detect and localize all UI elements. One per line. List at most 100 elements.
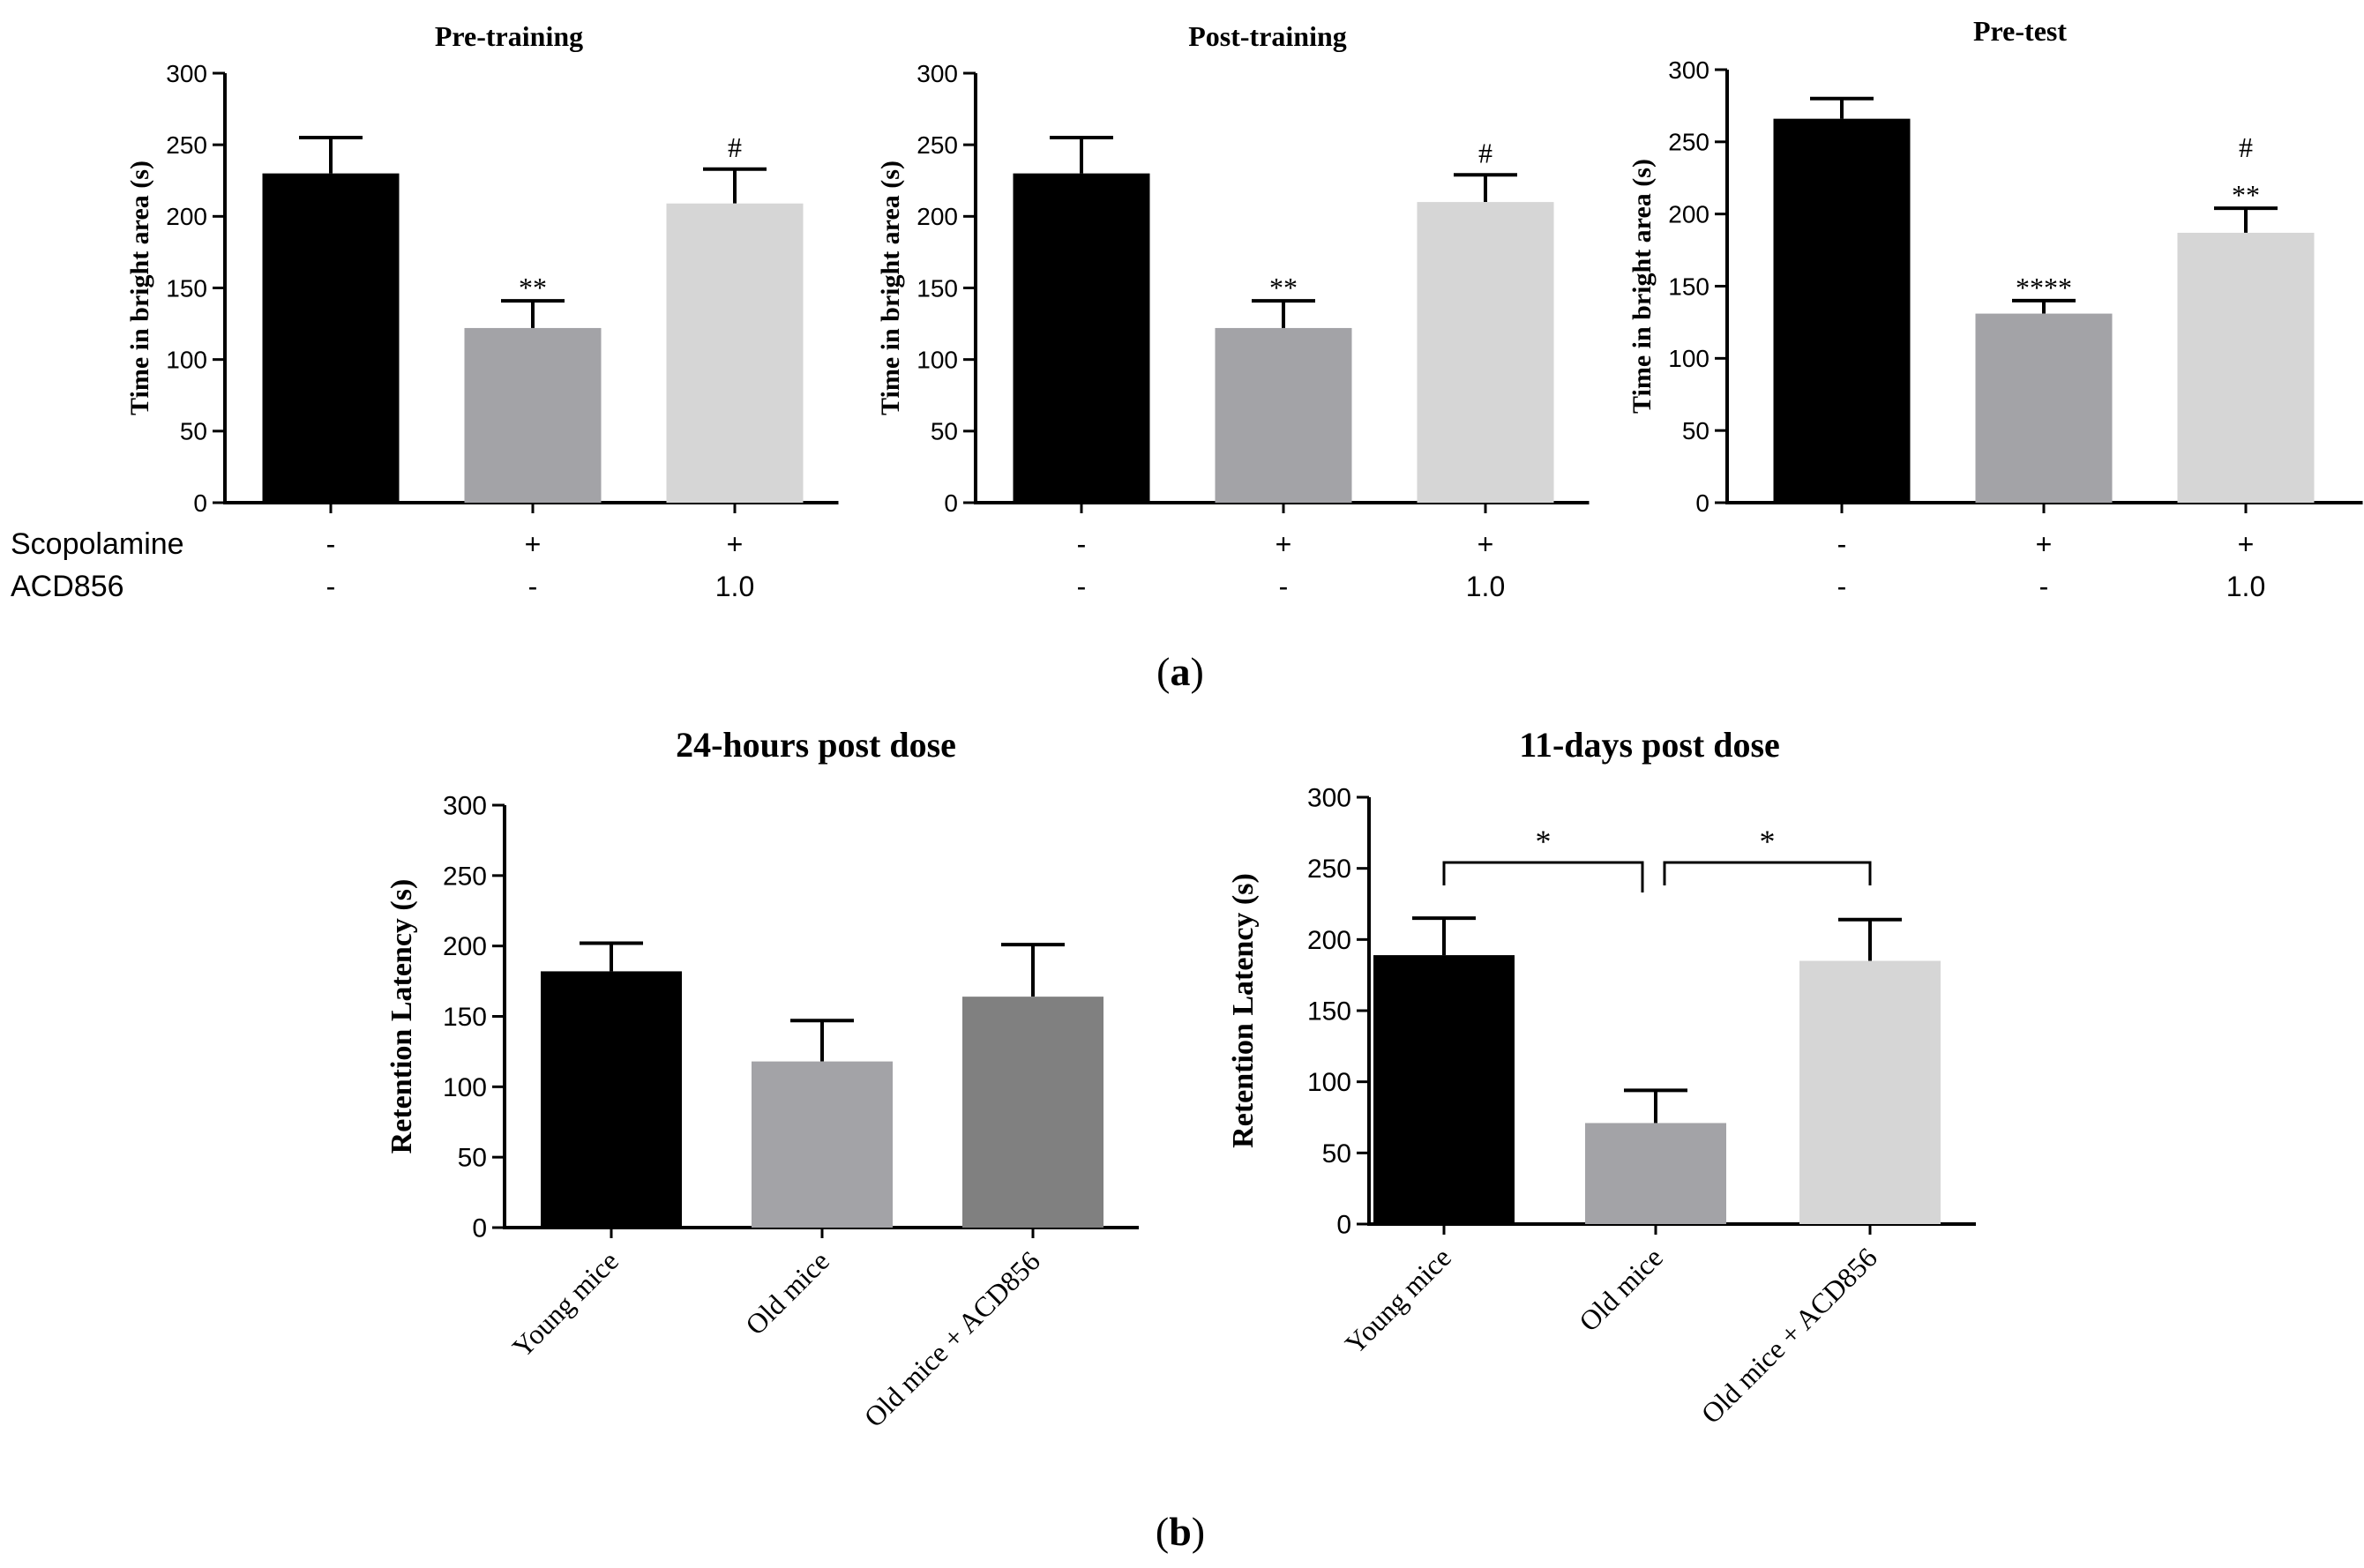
bar [1215, 327, 1352, 503]
y-tick-label: 200 [443, 932, 487, 961]
acd856-value: - [326, 571, 336, 602]
y-axis-label: Time in bright area (s) [876, 161, 905, 415]
bar [2177, 232, 2315, 503]
y-tick-label: 200 [1668, 200, 1709, 228]
significance-annotation: # [1478, 137, 1492, 168]
significance-annotation: # [728, 131, 742, 163]
bar [1417, 202, 1554, 503]
y-tick-label: 200 [166, 203, 207, 230]
x-category-label: Old mice [739, 1244, 835, 1340]
scopolamine-value: + [1276, 528, 1292, 560]
panel-label-a: (a) [1156, 649, 1204, 694]
acd856-value: - [1077, 571, 1087, 602]
y-tick-label: 300 [166, 60, 207, 87]
x-category-label: Young mice [1339, 1241, 1457, 1359]
y-tick-label: 250 [443, 862, 487, 891]
acd856-value: - [1279, 571, 1289, 602]
bar [962, 997, 1103, 1228]
y-tick-label: 100 [1307, 1068, 1351, 1097]
bar [1013, 173, 1150, 503]
y-tick-label: 200 [1307, 926, 1351, 955]
row-label-acd856: ACD856 [11, 570, 124, 603]
y-tick-label: 150 [1307, 997, 1351, 1027]
y-tick-label: 250 [1668, 129, 1709, 156]
chart-title: 24-hours post dose [676, 725, 956, 765]
y-tick-label: 0 [193, 489, 207, 517]
y-tick-label: 100 [1668, 345, 1709, 372]
y-tick-label: 0 [944, 489, 958, 517]
y-tick-label: 50 [180, 418, 207, 445]
y-tick-label: 150 [916, 274, 958, 302]
acd856-value: - [1837, 571, 1847, 602]
chart-title: Pre-test [1973, 15, 2067, 47]
bar [464, 327, 602, 503]
significance-label: * [1760, 824, 1776, 859]
y-axis-label: Time in bright area (s) [125, 161, 154, 415]
significance-annotation: ** [1269, 272, 1298, 303]
bar [262, 173, 400, 503]
scopolamine-value: + [1478, 528, 1494, 560]
bar [752, 1061, 893, 1228]
acd856-value: 1.0 [1466, 571, 1505, 602]
condition-rows: Scopolamine ACD856 - - + - +1.0 - - + - +1.0 - - + - +… [11, 527, 2265, 603]
y-tick-label: 300 [1668, 56, 1709, 84]
acd856-value: - [2039, 571, 2049, 602]
bar [1773, 118, 1911, 503]
row-label-scopolamine: Scopolamine [11, 527, 184, 561]
bar [1585, 1123, 1726, 1224]
y-tick-label: 50 [931, 418, 958, 445]
bar [1373, 955, 1515, 1224]
bar [666, 203, 804, 503]
y-tick-label: 150 [1668, 273, 1709, 300]
scopolamine-value: - [1837, 528, 1847, 560]
scopolamine-value: + [2238, 528, 2255, 560]
chart-title: Post-training [1188, 20, 1347, 52]
x-category-label: Old mice + ACD856 [1694, 1241, 1883, 1430]
y-axis-label: Retention Latency (s) [385, 879, 418, 1154]
significance-label: * [1536, 824, 1552, 859]
y-axis-label: Time in bright area (s) [1627, 159, 1657, 414]
y-tick-label: 300 [443, 792, 487, 821]
y-tick-label: 100 [443, 1073, 487, 1102]
y-tick-label: 50 [1322, 1139, 1351, 1169]
scopolamine-value: + [727, 528, 744, 560]
y-tick-label: 0 [472, 1214, 487, 1243]
y-tick-label: 100 [916, 346, 958, 373]
significance-bracket [1663, 861, 1872, 885]
y-tick-label: 250 [916, 131, 958, 159]
y-tick-label: 250 [1307, 855, 1351, 884]
y-tick-label: 50 [1682, 417, 1709, 444]
y-tick-label: 0 [1695, 489, 1709, 517]
scopolamine-value: - [1077, 528, 1087, 560]
acd856-value: 1.0 [2226, 571, 2265, 602]
chart-post-training: Post-training Time in bright area (s) 0 50 1… [876, 20, 1590, 517]
significance-annotation: **** [2016, 272, 2072, 303]
y-tick-label: 150 [166, 274, 207, 302]
panel-label-b: (b) [1156, 1509, 1205, 1554]
y-tick-label: 250 [166, 131, 207, 159]
scopolamine-value: - [326, 528, 336, 560]
y-tick-label: 200 [916, 203, 958, 230]
scopolamine-value: + [525, 528, 542, 560]
acd856-value: 1.0 [715, 571, 754, 602]
y-axis-label: Retention Latency (s) [1227, 873, 1260, 1148]
chart-pre-test: Pre-test Time in bright area (s) 0 50 100 150… [1627, 15, 2363, 517]
y-tick-label: 300 [1307, 784, 1351, 813]
x-category-label: Old mice [1573, 1241, 1669, 1337]
chart-pre-training: Pre-training Time in bright area (s) 0 50 10… [125, 20, 839, 517]
significance-bracket [1442, 861, 1644, 892]
y-tick-label: 100 [166, 346, 207, 373]
y-tick-label: 150 [443, 1003, 487, 1032]
chart-11-days-post-dose: 11-days post dose Retention Latency (s) 0 5… [1227, 725, 1976, 1430]
y-tick-label: 0 [1336, 1211, 1351, 1240]
chart-title: Pre-training [435, 20, 583, 52]
x-category-label: Old mice + ACD856 [857, 1244, 1046, 1433]
y-tick-label: 300 [916, 60, 958, 87]
bar [541, 971, 682, 1228]
acd856-value: - [528, 571, 538, 602]
chart-title: 11-days post dose [1519, 725, 1780, 765]
y-tick-label: 50 [458, 1144, 487, 1173]
scopolamine-value: + [2036, 528, 2053, 560]
bar [1975, 313, 2113, 503]
